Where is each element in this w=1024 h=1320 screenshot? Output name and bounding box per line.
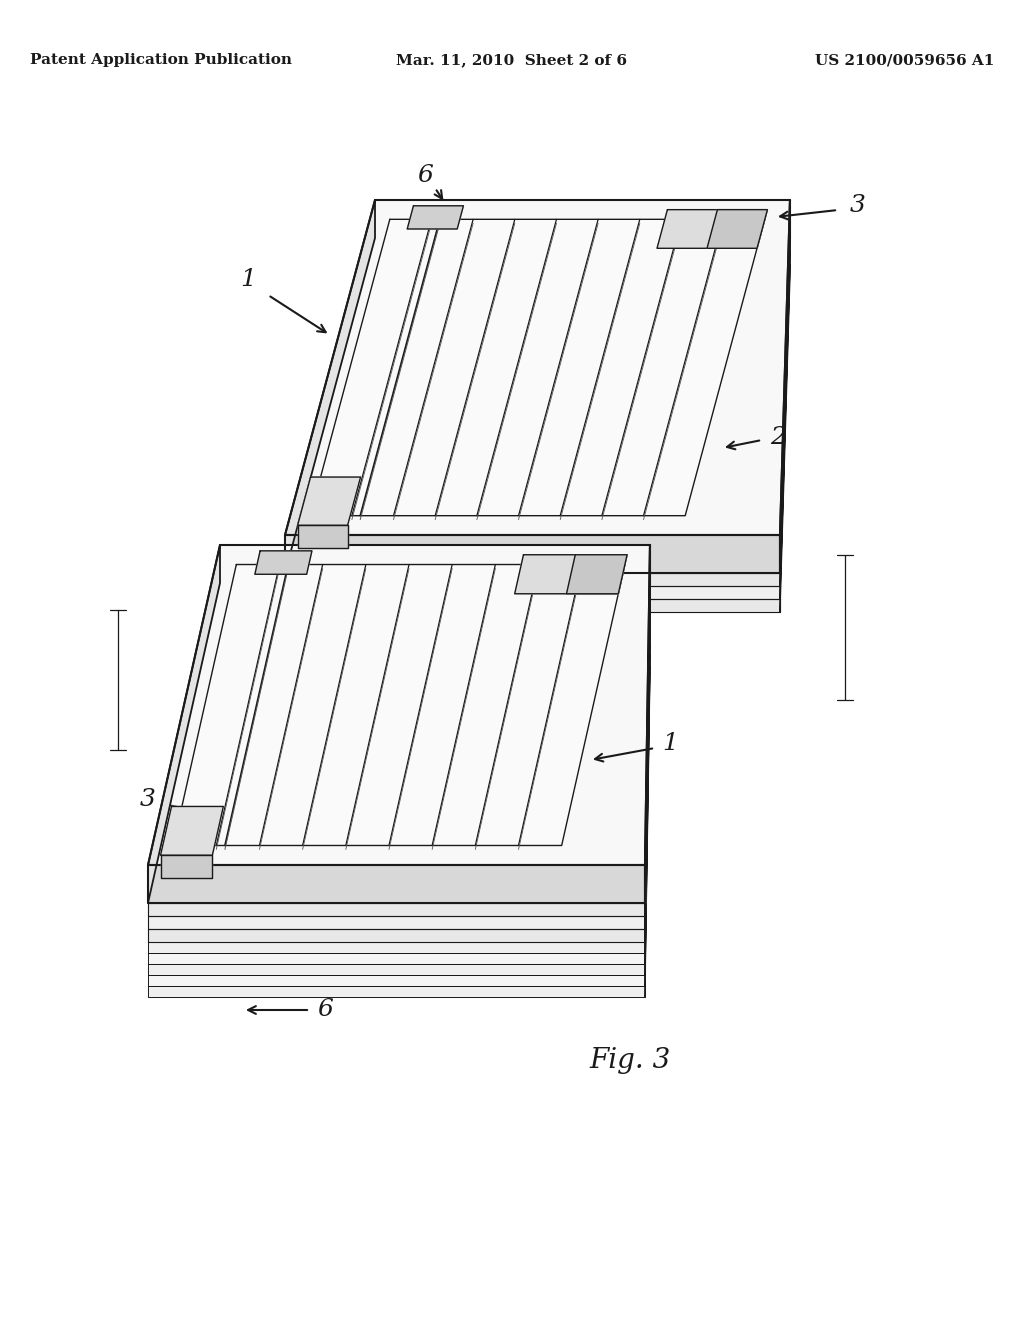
Polygon shape	[285, 586, 780, 599]
Polygon shape	[285, 201, 375, 573]
Text: 6: 6	[317, 998, 333, 1022]
Polygon shape	[645, 583, 650, 916]
Polygon shape	[408, 206, 464, 228]
Polygon shape	[298, 525, 347, 548]
Text: 1: 1	[663, 731, 678, 755]
Polygon shape	[285, 535, 780, 573]
Polygon shape	[645, 634, 650, 964]
Text: 3: 3	[140, 788, 156, 812]
Polygon shape	[285, 201, 790, 535]
Polygon shape	[780, 201, 790, 573]
Polygon shape	[657, 210, 767, 248]
Polygon shape	[645, 622, 650, 953]
Polygon shape	[148, 953, 645, 964]
Polygon shape	[780, 264, 790, 612]
Text: Mar. 11, 2010  Sheet 2 of 6: Mar. 11, 2010 Sheet 2 of 6	[396, 53, 628, 67]
Text: Fig. 3: Fig. 3	[590, 1047, 671, 1073]
Polygon shape	[148, 964, 645, 975]
Text: 1: 1	[240, 268, 256, 292]
Polygon shape	[173, 565, 625, 846]
Text: 3: 3	[850, 194, 866, 216]
Polygon shape	[161, 855, 212, 878]
Polygon shape	[148, 545, 650, 865]
Polygon shape	[148, 865, 645, 903]
Polygon shape	[161, 807, 223, 855]
Polygon shape	[645, 545, 650, 903]
Text: US 2100/0059656 A1: US 2100/0059656 A1	[815, 53, 994, 67]
Polygon shape	[780, 238, 790, 586]
Polygon shape	[780, 251, 790, 599]
Polygon shape	[148, 929, 645, 942]
Text: Patent Application Publication: Patent Application Publication	[30, 53, 292, 67]
Polygon shape	[298, 477, 360, 525]
Polygon shape	[285, 599, 780, 612]
Polygon shape	[707, 210, 767, 248]
Polygon shape	[645, 609, 650, 942]
Polygon shape	[148, 942, 645, 953]
Polygon shape	[310, 219, 765, 516]
Polygon shape	[148, 545, 220, 903]
Polygon shape	[148, 975, 645, 986]
Polygon shape	[515, 554, 627, 594]
Polygon shape	[285, 573, 780, 586]
Polygon shape	[645, 655, 650, 986]
Text: 6: 6	[417, 164, 433, 186]
Polygon shape	[566, 554, 627, 594]
Polygon shape	[148, 916, 645, 929]
Polygon shape	[645, 644, 650, 975]
Polygon shape	[645, 667, 650, 997]
Polygon shape	[645, 597, 650, 929]
Polygon shape	[255, 550, 312, 574]
Text: 2: 2	[770, 425, 786, 449]
Polygon shape	[148, 986, 645, 997]
Polygon shape	[148, 903, 645, 916]
